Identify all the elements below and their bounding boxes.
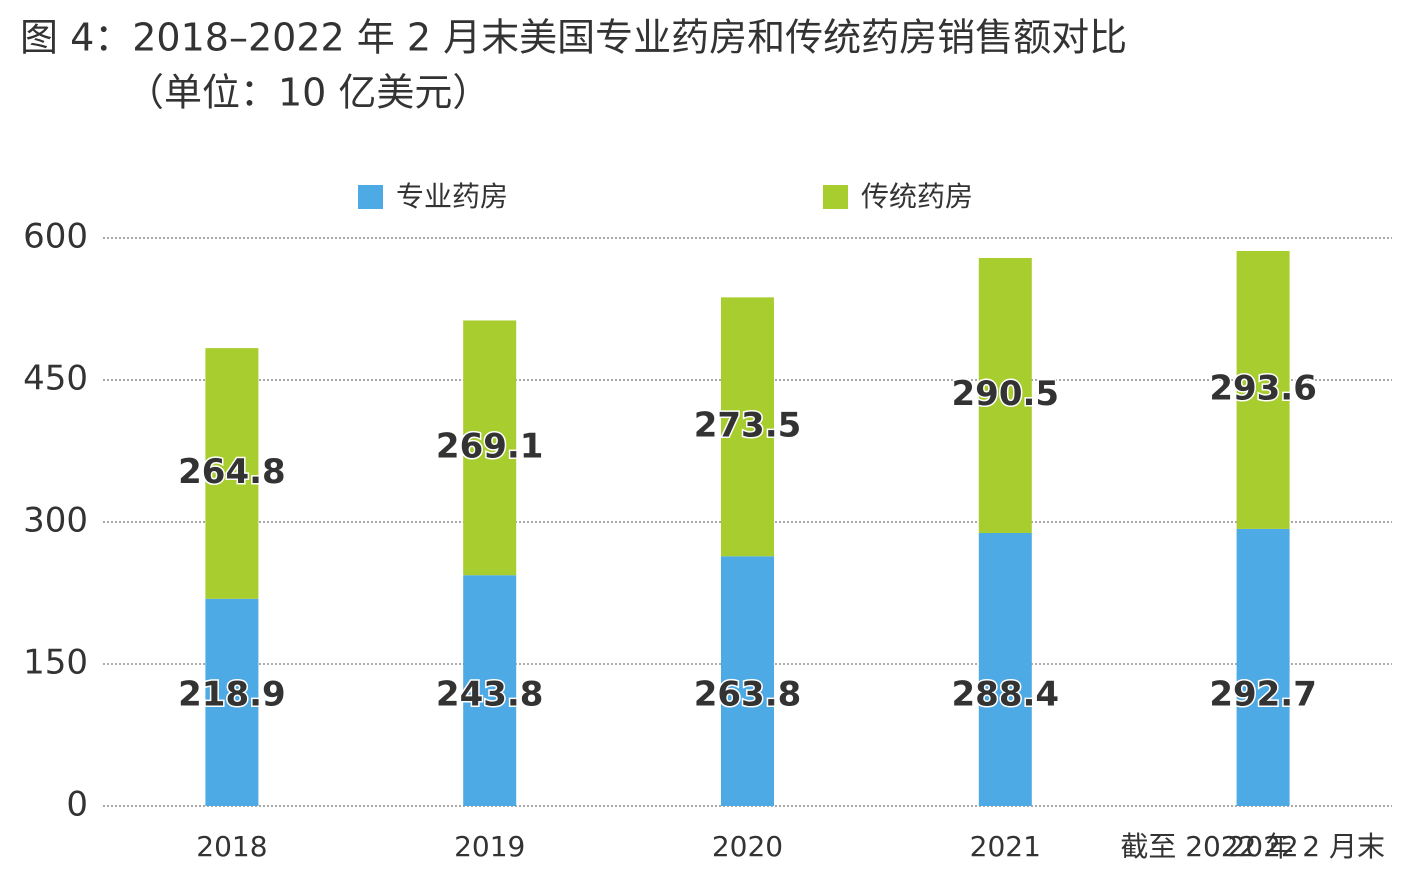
value-label: 292.7: [1209, 675, 1317, 715]
bar-segment: [463, 320, 517, 576]
bar-segment: [205, 348, 259, 599]
bar-segment: [721, 297, 774, 557]
y-tick-label: 600: [23, 217, 88, 257]
bar-segment: [205, 598, 259, 806]
value-label: 269.1: [436, 426, 544, 466]
value-label: 290.5: [952, 374, 1060, 414]
value-label: 288.4: [952, 675, 1060, 715]
value-label: 264.8: [178, 452, 286, 492]
bar-segment: [1236, 250, 1290, 529]
note: 截至 2022 年 2 月末: [1120, 830, 1385, 863]
y-tick-label: 450: [23, 359, 88, 399]
bar-segment: [463, 575, 517, 806]
x-tick-label: 2019: [454, 830, 525, 863]
bar-segment: [1236, 528, 1290, 806]
x-tick-label: 2018: [196, 830, 267, 863]
value-label: 293.6: [1209, 368, 1317, 408]
x-tick-label: 2022: [1227, 830, 1298, 863]
chart-subtitle: （单位：10 亿美元）: [126, 71, 490, 115]
y-tick-label: 150: [23, 643, 88, 683]
legend-swatch: [358, 185, 383, 209]
value-label: 243.8: [436, 675, 544, 715]
y-tick-label: 300: [23, 501, 88, 541]
legend-swatch: [823, 185, 848, 209]
legend-label: 传统药房: [861, 180, 973, 213]
value-label: 273.5: [694, 405, 802, 445]
bar-segment: [721, 556, 774, 806]
x-tick-label: 2020: [712, 830, 783, 863]
bar-segment: [978, 532, 1032, 806]
value-label: 263.8: [694, 675, 802, 715]
y-tick-label: 0: [66, 785, 88, 825]
chart-title: 图 4：2018–2022 年 2 月末美国专业药房和传统药房销售额对比: [20, 16, 1127, 60]
bar-segment: [978, 257, 1032, 533]
x-tick-label: 2021: [970, 830, 1041, 863]
value-label: 218.9: [178, 675, 286, 715]
legend-label: 专业药房: [396, 180, 508, 213]
